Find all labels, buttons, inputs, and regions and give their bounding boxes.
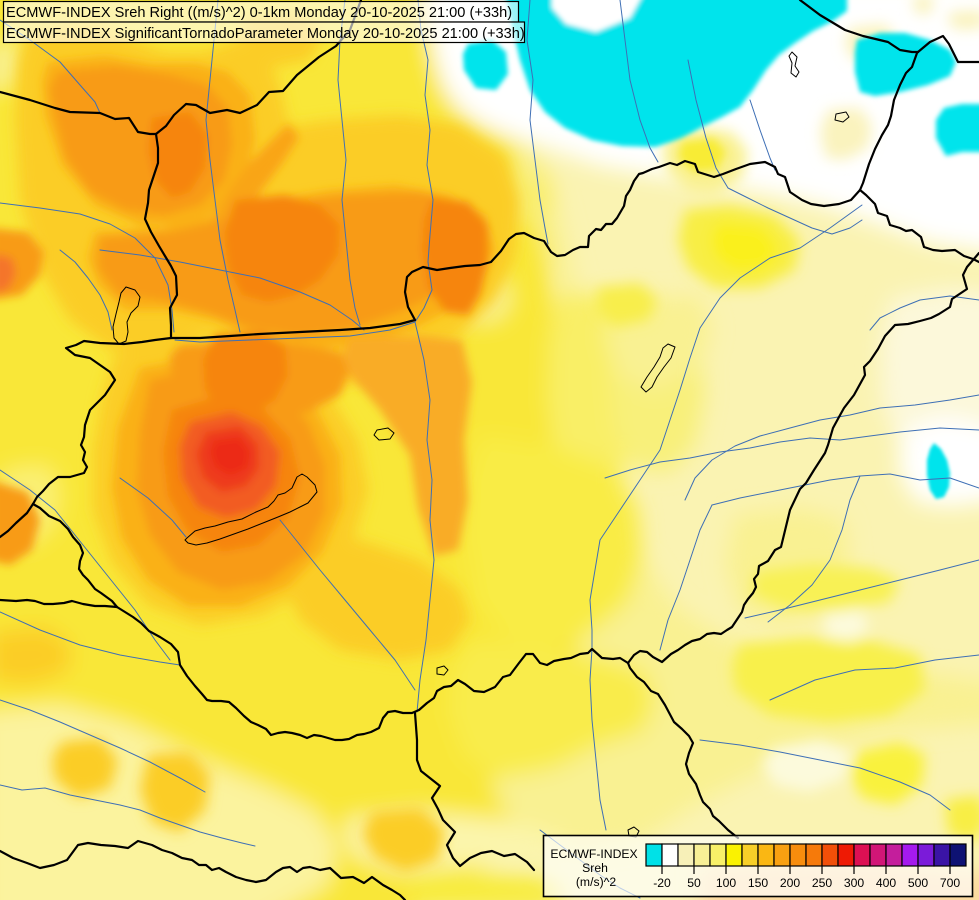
svg-text:250: 250	[812, 876, 833, 890]
svg-text:200: 200	[780, 876, 801, 890]
svg-text:300: 300	[844, 876, 865, 890]
svg-text:ECMWF-INDEX SignificantTornado: ECMWF-INDEX SignificantTornadoParameter …	[6, 26, 525, 42]
svg-text:-20: -20	[653, 876, 671, 890]
svg-text:Sreh: Sreh	[582, 861, 608, 875]
svg-text:150: 150	[748, 876, 769, 890]
svg-text:500: 500	[908, 876, 929, 890]
svg-text:ECMWF-INDEX: ECMWF-INDEX	[550, 847, 637, 861]
svg-text:ECMWF-INDEX Sreh Right ((m/s)^: ECMWF-INDEX Sreh Right ((m/s)^2) 0-1km M…	[6, 5, 512, 21]
svg-text:50: 50	[687, 876, 701, 890]
svg-text:(m/s)^2: (m/s)^2	[576, 875, 616, 889]
svg-text:100: 100	[716, 876, 737, 890]
svg-text:400: 400	[876, 876, 897, 890]
svg-text:700: 700	[940, 876, 961, 890]
